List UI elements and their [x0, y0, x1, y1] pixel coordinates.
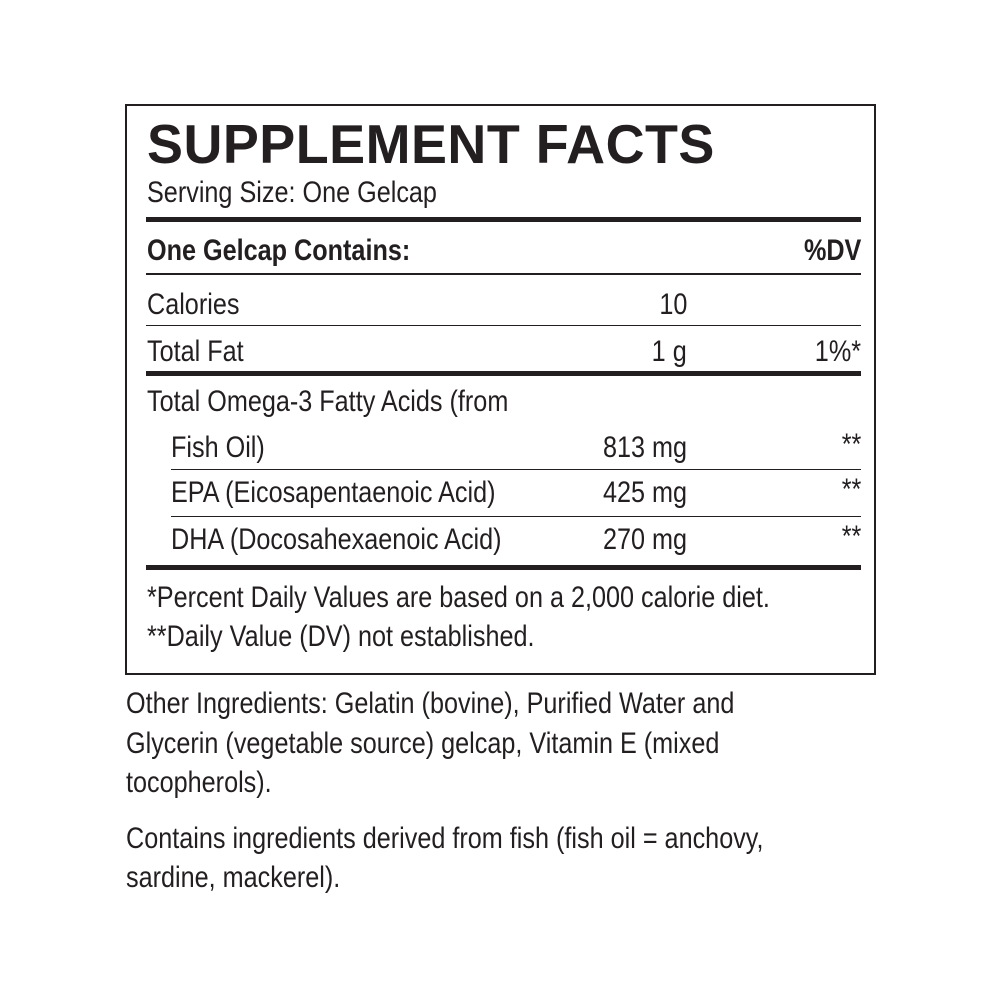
row-dv: 1%* — [814, 335, 861, 368]
other-ingredients: Glycerin (vegetable source) gelcap, Vita… — [126, 727, 720, 760]
row-dv: ** — [841, 520, 861, 553]
row-name-continued: Fish Oil) — [171, 431, 265, 464]
footnote: *Percent Daily Values are based on a 2,0… — [147, 581, 770, 614]
allergen-statement: sardine, mackerel). — [126, 861, 341, 894]
divider — [146, 273, 861, 275]
divider — [171, 516, 861, 517]
row-name: DHA (Docosahexaenoic Acid) — [171, 523, 502, 556]
serving-size: Serving Size: One Gelcap — [147, 176, 437, 209]
other-ingredients: tocopherols). — [126, 766, 272, 799]
row-name: Calories — [147, 288, 240, 321]
row-name: Total Omega-3 Fatty Acids (from — [147, 385, 509, 418]
contains-header: One Gelcap Contains: — [147, 234, 411, 267]
row-amount: 1 g — [651, 335, 687, 368]
other-ingredients: Other Ingredients: Gelatin (bovine), Pur… — [126, 687, 735, 720]
row-amount: 10 — [658, 288, 687, 321]
row-amount: 425 mg — [602, 476, 687, 509]
row-dv: ** — [841, 473, 861, 506]
row-amount: 813 mg — [602, 431, 687, 464]
row-amount: 270 mg — [602, 523, 687, 556]
row-name: Total Fat — [147, 335, 244, 368]
row-dv: ** — [841, 428, 861, 461]
row-name: EPA (Eicosapentaenoic Acid) — [171, 476, 496, 509]
divider — [171, 469, 861, 470]
supplement-facts-panel — [125, 104, 876, 675]
thick-divider — [146, 565, 861, 570]
allergen-statement: Contains ingredients derived from fish (… — [126, 822, 764, 855]
footnote: **Daily Value (DV) not established. — [147, 620, 535, 653]
divider — [146, 325, 861, 326]
thick-divider — [146, 371, 861, 376]
dv-header: %DV — [803, 234, 861, 267]
thick-divider — [146, 217, 861, 222]
panel-title: SUPPLEMENT FACTS — [147, 113, 715, 175]
